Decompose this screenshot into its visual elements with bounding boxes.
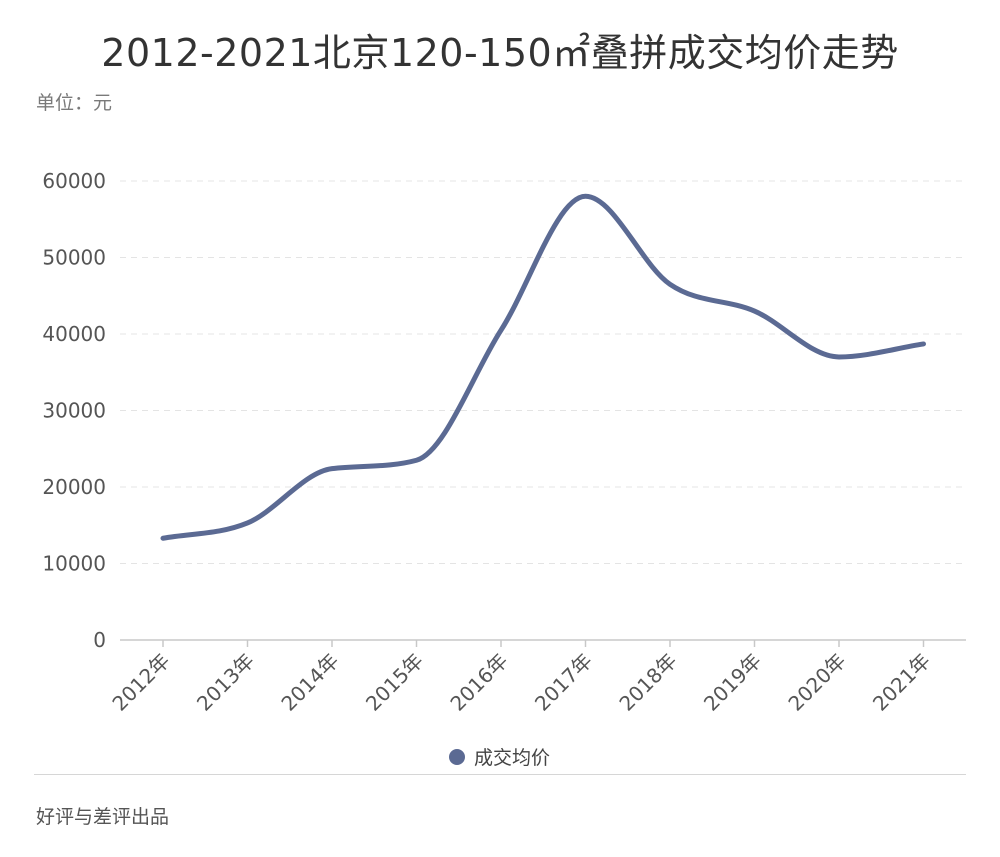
y-tick-label: 40000 — [42, 322, 106, 346]
series-line — [160, 193, 926, 541]
x-tick-label: 2020年 — [783, 649, 850, 716]
x-tick-label: 2021年 — [868, 649, 935, 716]
y-tick-label: 50000 — [42, 246, 106, 270]
series-layer — [160, 193, 926, 541]
grid-lines — [120, 180, 966, 564]
x-axis-ticks: 2012年 2013年 2014年 2015年 2016年 2017年 2018年 2019年… — [107, 640, 935, 716]
y-tick-label: 0 — [93, 628, 106, 652]
x-tick-label: 2012年 — [107, 649, 174, 716]
x-tick-label: 2014年 — [276, 649, 343, 716]
chart-title: 2012-2021北京120-150㎡叠拼成交均价走势 — [101, 31, 899, 75]
y-tick-label: 30000 — [42, 399, 106, 423]
x-tick-label: 2015年 — [361, 649, 428, 716]
footer-divider — [34, 774, 966, 775]
y-tick-label: 20000 — [42, 475, 106, 499]
legend-marker[interactable] — [449, 749, 465, 765]
x-tick-label: 2018年 — [614, 649, 681, 716]
legend-label[interactable]: 成交均价 — [474, 747, 550, 769]
y-axis-ticks: 0 10000 20000 30000 40000 50000 60000 — [42, 169, 106, 652]
x-tick-label: 2016年 — [445, 649, 512, 716]
unit-label: 单位：元 — [36, 92, 113, 114]
x-tick-label: 2013年 — [192, 649, 259, 716]
y-tick-label: 60000 — [42, 169, 106, 193]
x-tick-label: 2017年 — [530, 649, 597, 716]
legend: 成交均价 — [449, 747, 550, 769]
credit-text: 好评与差评出品 — [36, 806, 170, 828]
y-tick-label: 10000 — [42, 552, 106, 576]
x-tick-label: 2019年 — [699, 649, 766, 716]
